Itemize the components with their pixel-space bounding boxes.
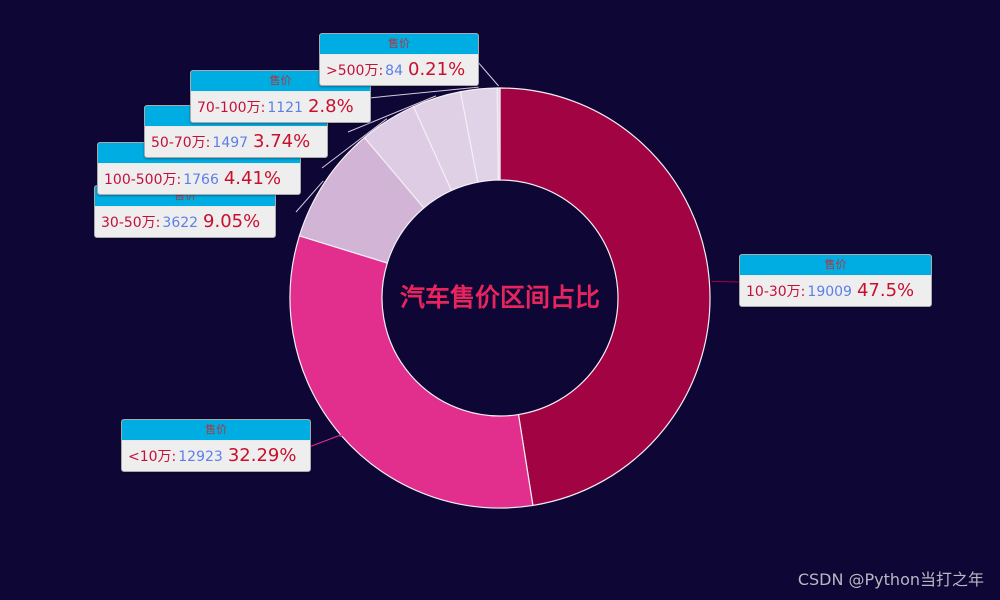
label-percent: 9.05%: [203, 211, 261, 232]
watermark: CSDN @Python当打之年: [797, 570, 984, 589]
donut-slice[interactable]: [289, 235, 534, 509]
slice-label-gt500: 售价 >500万: 84 0.21%: [319, 33, 479, 86]
label-percent: 47.5%: [856, 280, 915, 301]
label-name: 50-70万:: [151, 135, 211, 151]
label-name: <10万:: [128, 449, 177, 465]
leader-line: [476, 60, 499, 87]
leader-line: [368, 86, 479, 99]
slice-label-10-30: 售价 10-30万: 19009 47.5%: [739, 254, 932, 307]
label-value: 3622: [162, 215, 199, 231]
label-name: 100-500万:: [104, 172, 182, 188]
label-percent: 3.74%: [253, 131, 311, 152]
leader-line: [347, 95, 437, 133]
slice-label-lt10: 售价 <10万: 12923 32.29%: [121, 419, 311, 472]
label-value: 1497: [212, 135, 249, 151]
label-percent: 4.41%: [223, 168, 282, 189]
label-value: 1766: [183, 172, 219, 188]
label-header: 售价: [320, 34, 478, 55]
label-header: 售价: [122, 420, 310, 441]
label-percent: 32.29%: [227, 445, 297, 466]
label-name: 70-100万:: [197, 100, 266, 116]
label-value: 84: [385, 63, 403, 79]
label-value: 12923: [178, 449, 223, 465]
label-name: >500万:: [326, 63, 384, 79]
leader-line: [321, 118, 388, 169]
slice-label-70-100: 售价 70-100万: 1121 2.8%: [190, 70, 371, 123]
label-value: 1121: [267, 100, 303, 116]
label-name: 10-30万:: [746, 284, 806, 300]
leader-line: [711, 280, 740, 283]
leader-line: [308, 432, 347, 448]
chart-title: 汽车售价区间占比: [399, 283, 600, 312]
label-header: 售价: [740, 255, 931, 276]
label-percent: 2.8%: [307, 96, 354, 117]
label-percent: 0.21%: [408, 59, 466, 80]
donut-slice[interactable]: [499, 87, 711, 507]
label-name: 30-50万:: [101, 215, 161, 231]
leader-line: [295, 180, 324, 213]
donut-slice[interactable]: [496, 87, 501, 181]
label-value: 19009: [807, 284, 852, 300]
